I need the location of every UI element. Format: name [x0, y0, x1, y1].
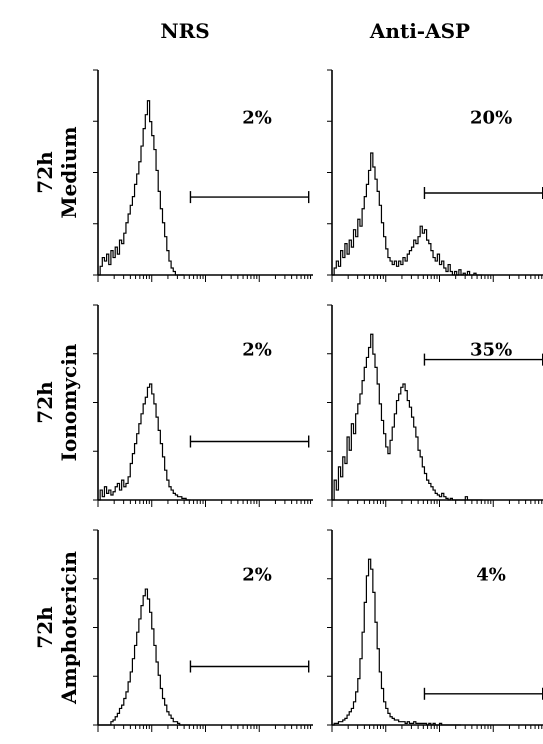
histogram-panel: 20%	[327, 69, 543, 282]
histogram-trace	[332, 558, 461, 726]
row-label-time: 72h	[33, 606, 57, 649]
histogram-panel: 4%	[327, 529, 543, 732]
row-label-condition: Amphotericin	[57, 551, 81, 705]
gate-percent-label: 2%	[242, 107, 272, 128]
histogram-panel: 2%	[93, 304, 313, 507]
histogram-trace	[98, 100, 184, 276]
gate-percent-label: 4%	[476, 565, 506, 586]
row-label-time: 72h	[33, 151, 57, 194]
column-header-anti-asp: Anti-ASP	[369, 19, 470, 43]
histogram-panel: 2%	[93, 529, 313, 732]
column-header-nrs: NRS	[160, 19, 209, 43]
histogram-trace	[332, 152, 483, 276]
row-label-condition: Ionomycin	[57, 343, 81, 461]
histogram-trace	[98, 383, 191, 501]
row-label-condition: Medium	[57, 126, 81, 218]
histogram-panel: 35%	[327, 304, 543, 507]
gate-percent-label: 2%	[242, 340, 272, 361]
row-label-time: 72h	[33, 381, 57, 424]
gate-percent-label: 35%	[470, 340, 512, 361]
gate-percent-label: 2%	[242, 565, 272, 586]
gate-percent-label: 20%	[470, 107, 512, 128]
histogram-panel: 2%	[93, 69, 313, 282]
histogram-trace	[98, 588, 191, 726]
histogram-trace	[332, 333, 483, 501]
